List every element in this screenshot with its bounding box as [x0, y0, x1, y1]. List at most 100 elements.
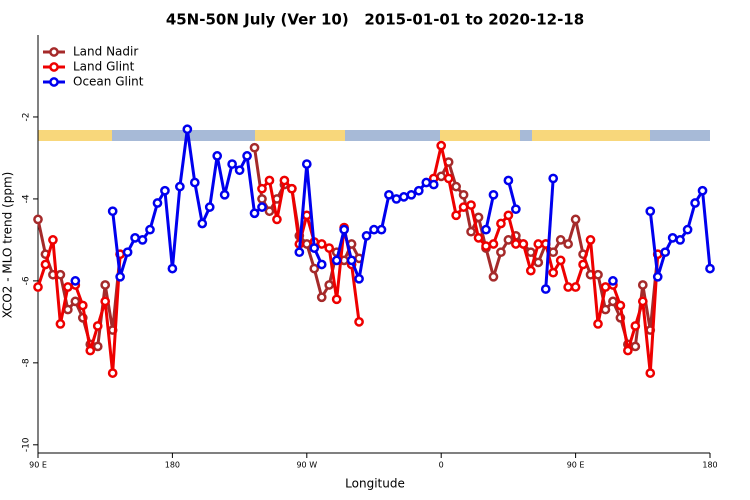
data-point: [428, 179, 439, 190]
data-point: [413, 185, 424, 196]
ocean-band: [345, 130, 440, 141]
data-point: [204, 202, 215, 212]
x-tick-label: 90 E: [29, 461, 47, 470]
data-point: [600, 304, 611, 315]
data-point: [466, 200, 476, 210]
data-point: [331, 294, 342, 305]
data-point: [488, 271, 499, 282]
data-point: [242, 151, 252, 161]
data-point: [705, 263, 715, 274]
data-point: [645, 206, 656, 217]
data-point: [316, 239, 327, 249]
data-point: [301, 239, 312, 249]
x-tick-label: 180: [702, 461, 717, 470]
data-point: [496, 247, 506, 258]
series-line: [111, 127, 263, 279]
data-point: [436, 140, 447, 151]
data-point: [384, 189, 394, 200]
data-point: [630, 321, 641, 331]
data-point: [257, 202, 267, 212]
chart-title: 45N-50N July (Ver 10) 2015-01-01 to 2020…: [166, 11, 584, 29]
data-point: [630, 341, 641, 352]
data-point: [227, 159, 237, 169]
data-point: [92, 321, 103, 331]
data-point: [63, 282, 73, 292]
data-point: [264, 206, 275, 217]
data-point: [608, 276, 618, 286]
data-point: [257, 183, 267, 194]
x-tick-label: 90 W: [296, 461, 317, 470]
data-point: [511, 239, 521, 249]
data-point: [376, 224, 387, 235]
data-point: [548, 247, 559, 258]
data-point: [466, 226, 476, 237]
ocean-band: [112, 130, 255, 141]
data-point: [675, 235, 685, 245]
data-point: [399, 192, 409, 202]
ocean-band: [520, 130, 532, 141]
data-point: [600, 282, 611, 292]
data-point: [525, 265, 536, 276]
data-point: [70, 296, 81, 307]
data-point: [503, 175, 514, 186]
data-point: [690, 198, 700, 208]
data-point: [85, 345, 96, 356]
data-point: [548, 173, 559, 184]
data-point: [301, 210, 312, 221]
data-point: [570, 282, 581, 292]
data-point: [100, 296, 111, 307]
data-point: [137, 235, 148, 245]
data-point: [652, 271, 663, 282]
data-point: [660, 247, 671, 258]
data-point: [122, 247, 133, 258]
data-point: [540, 284, 551, 294]
data-point: [55, 269, 66, 280]
data-point: [503, 210, 514, 221]
y-tick-label: -6: [22, 276, 32, 285]
data-point: [107, 206, 118, 217]
data-point: [481, 241, 491, 251]
data-point: [152, 198, 163, 208]
data-point: [48, 235, 58, 245]
data-point: [585, 235, 596, 245]
data-point: [354, 273, 364, 284]
data-point: [63, 304, 73, 315]
data-point: [608, 296, 618, 307]
series-line: [432, 144, 660, 375]
data-point: [346, 255, 357, 266]
data-point: [481, 224, 491, 235]
data-point: [533, 257, 544, 268]
data-point: [682, 224, 693, 235]
data-point: [496, 218, 506, 229]
data-point: [33, 282, 43, 292]
data-point: [645, 368, 656, 378]
data-point: [100, 280, 111, 290]
data-point: [301, 159, 312, 169]
series-line: [506, 180, 518, 210]
data-point: [249, 208, 260, 219]
data-point: [354, 317, 364, 327]
legend-label: Land Nadir: [73, 45, 138, 59]
data-point: [182, 124, 193, 135]
data-point: [406, 189, 417, 200]
data-point: [443, 173, 454, 184]
y-tick-label: -10: [22, 437, 32, 452]
data-point: [324, 280, 335, 290]
series-line: [297, 162, 324, 266]
data-point: [488, 239, 499, 249]
data-point: [55, 319, 66, 329]
data-point: [518, 239, 529, 249]
data-point: [331, 255, 342, 266]
data-point: [555, 255, 566, 266]
data-point: [309, 263, 320, 274]
data-point: [130, 233, 140, 243]
data-point: [697, 185, 708, 196]
legend-label: Land Glint: [73, 60, 135, 74]
data-point: [160, 185, 170, 196]
data-point: [458, 189, 469, 200]
data-point: [361, 230, 372, 241]
data-point: [219, 189, 230, 200]
data-point: [279, 175, 290, 186]
y-axis-label: XCO2 - MLO trend (ppm): [1, 172, 15, 319]
